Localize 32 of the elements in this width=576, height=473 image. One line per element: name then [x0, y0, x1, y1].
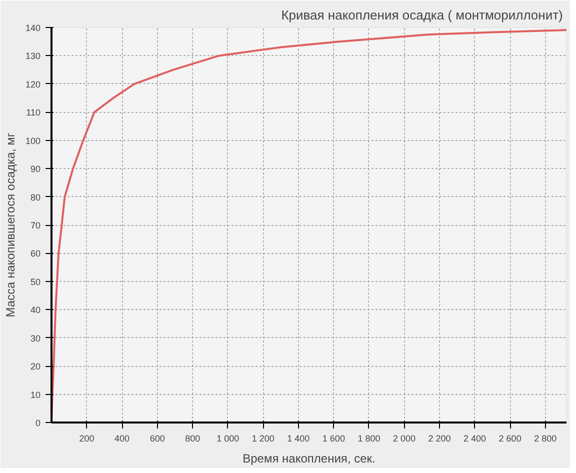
- x-tick-label: 200: [79, 434, 94, 444]
- y-tick-label: 120: [25, 79, 41, 90]
- y-tick-label: 90: [30, 164, 41, 174]
- x-tick-label: 1 400: [287, 434, 310, 444]
- y-tick-label: 130: [25, 51, 41, 62]
- y-tick-label: 0: [35, 418, 41, 428]
- x-tick-label: 400: [114, 434, 130, 444]
- x-tick-label: 1 200: [252, 434, 274, 444]
- x-tick-label: 1 800: [358, 434, 380, 444]
- y-tick-label: 60: [30, 248, 41, 259]
- y-axis-title: Масса накопившегося осадка, мг: [3, 132, 18, 318]
- y-tick-label: 30: [30, 333, 41, 344]
- y-tick-label: 140: [25, 23, 41, 33]
- x-tick-label: 1 600: [322, 434, 345, 444]
- y-tick-label: 20: [30, 362, 41, 372]
- x-tick-label: 600: [150, 434, 165, 444]
- x-tick-label: 2 800: [534, 434, 557, 444]
- x-tick-label: 1 000: [216, 434, 240, 444]
- x-tick-label: 2 000: [392, 434, 416, 444]
- y-tick-label: 40: [30, 305, 41, 316]
- y-tick-label: 10: [30, 390, 41, 400]
- x-axis-title: Время накопления, сек.: [242, 452, 376, 466]
- y-tick-label: 100: [25, 136, 41, 146]
- x-tick-label: 800: [185, 434, 200, 444]
- x-tick-label: 2 200: [428, 434, 451, 444]
- y-tick-label: 50: [30, 276, 41, 287]
- x-tick-label: 2 600: [498, 434, 522, 444]
- chart-title: Кривая накопления осадка ( монтмориллонит): [281, 8, 563, 22]
- y-tick-label: 110: [26, 108, 41, 118]
- x-tick-label: 2 400: [464, 434, 486, 444]
- y-tick-label: 70: [30, 220, 41, 230]
- y-tick-label: 80: [30, 192, 41, 202]
